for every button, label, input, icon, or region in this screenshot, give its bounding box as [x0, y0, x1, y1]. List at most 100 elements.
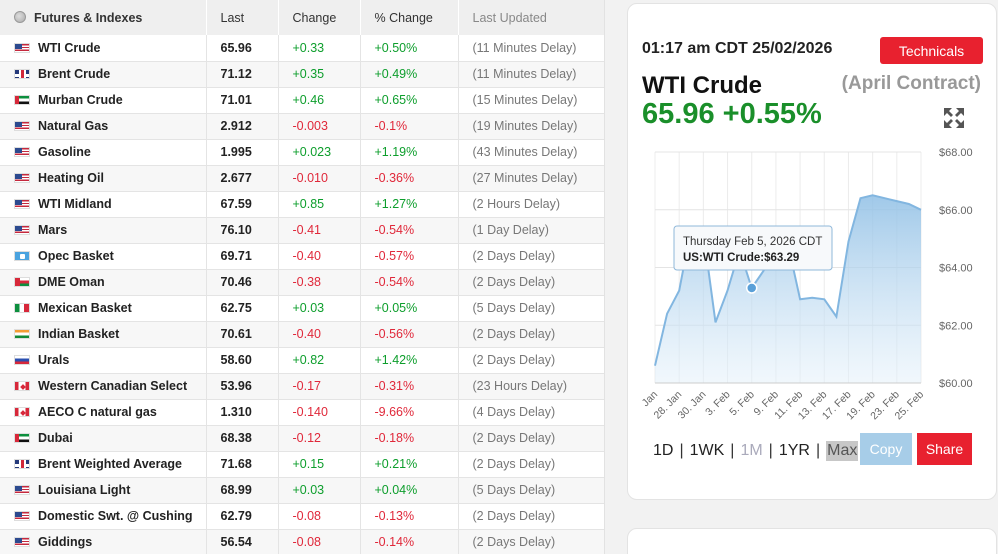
row-name[interactable]: Heating Oil — [0, 165, 207, 191]
row-name[interactable]: WTI Crude — [0, 35, 207, 61]
flag-opec-icon — [14, 251, 30, 261]
table-row[interactable]: Mars 76.10 -0.41 -0.54% (1 Day Delay) — [0, 217, 604, 243]
flag-us-icon — [14, 42, 30, 53]
row-change: -0.003 — [278, 113, 361, 139]
range-separator: | — [679, 442, 684, 459]
row-change: -0.40 — [278, 243, 361, 269]
row-last: 76.10 — [206, 217, 279, 243]
instrument-title: WTI Crude — [642, 72, 762, 99]
table-row[interactable]: Natural Gas 2.912 -0.003 -0.1% (19 Minutes D… — [0, 113, 604, 139]
row-pct-change: +0.04% — [360, 477, 459, 503]
row-last: 53.96 — [206, 373, 279, 399]
table-row[interactable]: Brent Crude 71.12 +0.35 +0.49% (11 Minutes D… — [0, 61, 604, 87]
row-pct-change: -0.54% — [360, 269, 459, 295]
row-updated: (2 Days Delay) — [472, 327, 556, 341]
table-row[interactable]: WTI Crude 65.96 +0.33 +0.50% (11 Minutes Del… — [0, 35, 604, 61]
hover-point[interactable] — [745, 282, 758, 294]
row-name[interactable]: Mexican Basket — [0, 295, 207, 321]
tooltip-box — [673, 225, 833, 271]
row-pct-change: +0.65% — [360, 87, 459, 113]
secondary-card — [627, 528, 997, 554]
header-change[interactable]: Change — [278, 0, 361, 35]
row-last: 70.46 — [206, 269, 279, 295]
contract-label: (April Contract) — [841, 73, 981, 94]
copy-button[interactable]: Copy — [860, 433, 912, 465]
range-1m[interactable]: 1M — [740, 442, 763, 459]
table-row[interactable]: Western Canadian Select 53.96 -0.17 -0.31% (… — [0, 373, 604, 399]
table-row[interactable]: WTI Midland 67.59 +0.85 +1.27% (2 Hours Dela… — [0, 191, 604, 217]
row-pct-change: -0.13% — [360, 503, 459, 529]
row-last: 62.75 — [206, 295, 279, 321]
row-last: 71.68 — [206, 451, 279, 477]
expand-arrows-icon[interactable] — [944, 108, 964, 128]
share-button[interactable]: Share — [917, 433, 972, 465]
flag-us-icon — [14, 121, 30, 131]
row-last: 62.79 — [206, 503, 279, 529]
timestamp: 01:17 am CDT 25/02/2026 — [642, 40, 833, 57]
row-updated: (11 Minutes Delay) — [472, 40, 577, 55]
table-row[interactable]: Opec Basket 69.71 -0.40 -0.57% (2 Days Delay… — [0, 243, 604, 269]
row-name[interactable]: DME Oman — [0, 269, 207, 295]
table-row[interactable]: Louisiana Light 68.99 +0.03 +0.04% (5 Days D… — [0, 477, 604, 503]
row-updated: (27 Minutes Delay) — [472, 171, 578, 185]
table-row[interactable]: Mexican Basket 62.75 +0.03 +0.05% (5 Days De… — [0, 295, 604, 321]
flag-in-icon — [14, 329, 30, 339]
row-name[interactable]: Brent Crude — [0, 61, 207, 87]
row-name[interactable]: Natural Gas — [0, 113, 207, 139]
table-row[interactable]: Heating Oil 2.677 -0.010 -0.36% (27 Minutes … — [0, 165, 604, 191]
row-last: 68.99 — [206, 477, 279, 503]
row-change: -0.12 — [278, 425, 361, 451]
row-updated: (43 Minutes Delay) — [472, 145, 578, 159]
row-updated: (1 Day Delay) — [472, 223, 549, 237]
range-max[interactable]: Max — [826, 441, 859, 461]
header-last-updated[interactable]: Last Updated — [458, 0, 604, 35]
header-last[interactable]: Last — [206, 0, 279, 35]
technicals-button[interactable]: Technicals — [880, 37, 983, 64]
table-row[interactable]: DME Oman 70.46 -0.38 -0.54% (2 Days Delay) — [0, 269, 604, 295]
row-name[interactable]: Murban Crude — [0, 87, 207, 113]
flag-ru-icon — [14, 355, 30, 365]
table-row[interactable]: Brent Weighted Average 71.68 +0.15 +0.21% (2… — [0, 451, 604, 477]
row-name[interactable]: Urals — [0, 347, 207, 373]
row-change: -0.40 — [278, 321, 361, 347]
table-row[interactable]: Giddings 56.54 -0.08 -0.14% (2 Days Delay) — [0, 529, 604, 554]
table-row[interactable]: Dubai 68.38 -0.12 -0.18% (2 Days Delay) — [0, 425, 604, 451]
range-1yr[interactable]: 1YR — [778, 442, 810, 459]
row-name[interactable]: Brent Weighted Average — [0, 451, 207, 477]
table-row[interactable]: Indian Basket 70.61 -0.40 -0.56% (2 Days Del… — [0, 321, 604, 347]
row-name[interactable]: Dubai — [0, 425, 207, 451]
row-name[interactable]: Domestic Swt. @ Cushing — [0, 503, 207, 529]
row-pct-change: -0.18% — [360, 425, 459, 451]
row-updated: (5 Days Delay) — [472, 483, 556, 497]
row-name[interactable]: Mars — [0, 217, 207, 243]
table-row[interactable]: Murban Crude 71.01 +0.46 +0.65% (15 Minutes … — [0, 87, 604, 113]
header-name[interactable]: Futures & Indexes — [0, 0, 207, 35]
row-name[interactable]: Gasoline — [0, 139, 207, 165]
y-tick-label: $62.00 — [939, 320, 973, 332]
row-name[interactable]: AECO C natural gas — [0, 399, 207, 425]
row-name[interactable]: WTI Midland — [0, 191, 207, 217]
row-name-label: Murban Crude — [38, 93, 123, 107]
table-row[interactable]: Domestic Swt. @ Cushing 62.79 -0.08 -0.13% (… — [0, 503, 604, 529]
row-change: +0.15 — [278, 451, 361, 477]
flag-us-icon — [14, 173, 30, 183]
table-row[interactable]: Gasoline 1.995 +0.023 +1.19% (43 Minutes Del… — [0, 139, 604, 165]
globe-icon — [14, 10, 26, 23]
row-name[interactable]: Western Canadian Select — [0, 373, 207, 399]
row-name-label: WTI Midland — [38, 197, 112, 211]
table-row[interactable]: AECO C natural gas 1.310 -0.140 -9.66% (4 Da… — [0, 399, 604, 425]
table-row[interactable]: Urals 58.60 +0.82 +1.42% (2 Days Delay) — [0, 347, 604, 373]
row-name-label: Heating Oil — [38, 171, 104, 185]
header-pct-change[interactable]: % Change — [360, 0, 459, 35]
range-1wk[interactable]: 1WK — [689, 442, 725, 459]
row-name[interactable]: Louisiana Light — [0, 477, 207, 503]
row-name[interactable]: Giddings — [0, 529, 207, 554]
y-tick-label: $68.00 — [939, 147, 973, 159]
row-name[interactable]: Opec Basket — [0, 243, 207, 269]
flag-us-icon — [14, 147, 30, 157]
range-1d[interactable]: 1D — [653, 442, 674, 459]
row-name[interactable]: Indian Basket — [0, 321, 207, 347]
y-tick-label: $66.00 — [939, 205, 973, 217]
row-last: 71.12 — [206, 61, 279, 87]
